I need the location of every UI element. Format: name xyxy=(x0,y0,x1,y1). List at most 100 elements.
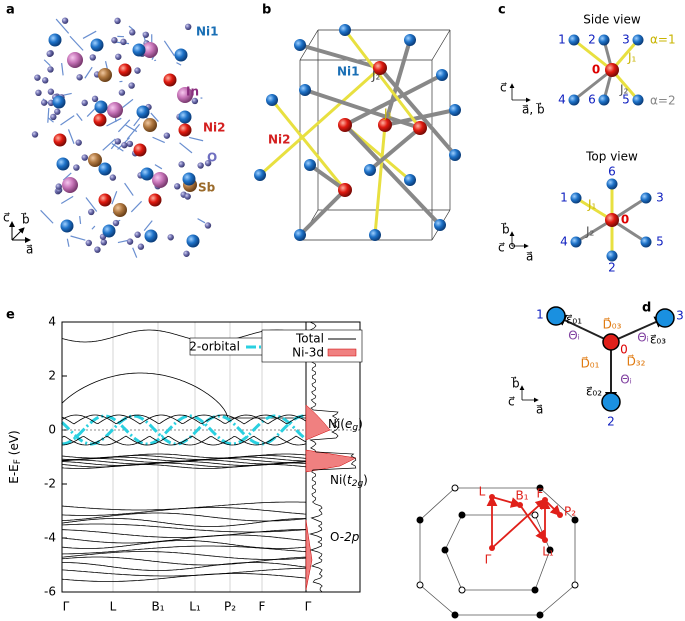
bond xyxy=(84,66,93,79)
bond xyxy=(69,35,84,51)
bond xyxy=(378,66,457,157)
label-part: g xyxy=(352,423,358,433)
atom xyxy=(174,48,188,62)
bz-edge xyxy=(539,584,576,616)
bond xyxy=(575,218,613,244)
atom xyxy=(94,246,101,253)
bond xyxy=(575,196,613,222)
x-tick-label: L xyxy=(110,600,117,614)
site-label: 0 xyxy=(621,213,629,227)
bond xyxy=(143,220,153,231)
band xyxy=(61,512,307,522)
annotation: Ni(t2g) xyxy=(330,473,368,489)
y-tick-label: 4 xyxy=(48,315,56,329)
k-label: L₁ xyxy=(542,545,554,559)
atom-label: Ni1 xyxy=(337,65,360,79)
bond xyxy=(124,182,134,196)
bz-vertex xyxy=(571,516,579,524)
atom xyxy=(436,69,448,81)
dos-ni3d xyxy=(305,404,357,591)
atom xyxy=(184,193,191,200)
k-point xyxy=(557,512,563,518)
atom xyxy=(47,88,55,95)
site-label: 3 xyxy=(676,309,684,323)
y-tick-label: 0 xyxy=(48,423,56,437)
atom-label: Sb xyxy=(198,181,216,195)
bz-vertex xyxy=(531,511,539,519)
site-label: 5 xyxy=(656,235,664,249)
bond xyxy=(85,197,98,212)
atom xyxy=(570,192,582,204)
band xyxy=(61,414,307,425)
bond xyxy=(102,138,116,151)
atom xyxy=(112,219,120,227)
atom xyxy=(378,118,392,132)
bond xyxy=(179,142,193,154)
band xyxy=(61,545,307,555)
site-label: 2 xyxy=(608,261,616,275)
dos-total xyxy=(306,321,357,593)
axis-label: a⃗ xyxy=(526,250,533,264)
atom xyxy=(115,53,122,60)
atom xyxy=(294,39,306,51)
atom xyxy=(50,113,57,121)
bond xyxy=(299,29,319,61)
bond xyxy=(126,123,141,140)
atom xyxy=(107,102,123,118)
bond xyxy=(343,29,422,129)
atom xyxy=(132,43,146,57)
axis-label: b⃗ xyxy=(21,212,30,226)
atom xyxy=(640,192,652,204)
atom xyxy=(88,208,95,216)
y-tick-label: 2 xyxy=(48,369,56,383)
atom xyxy=(90,38,104,52)
atom xyxy=(120,38,127,46)
bond xyxy=(47,107,50,123)
bz-edge xyxy=(444,514,463,551)
atom xyxy=(62,177,78,193)
bond xyxy=(111,191,118,205)
bond xyxy=(152,136,165,144)
site-label: 6 xyxy=(588,93,596,107)
vector-label: ε⃗₀₂ xyxy=(586,385,602,399)
atom xyxy=(449,104,461,116)
atom xyxy=(434,219,446,231)
k-label: B₁ xyxy=(515,489,528,503)
atom xyxy=(191,97,199,105)
axis-label: c⃗ xyxy=(3,211,10,225)
vector-label: D⃗₀₁ xyxy=(581,356,600,370)
site-label: 0 xyxy=(592,63,600,77)
atom xyxy=(55,183,62,190)
bz-vertex xyxy=(458,511,466,519)
structure-drawings xyxy=(31,17,675,412)
atom-label: Ni1 xyxy=(196,25,219,39)
axis-label: a⃗ xyxy=(536,403,543,417)
bond xyxy=(55,18,70,34)
atom xyxy=(632,94,644,106)
bond xyxy=(125,124,138,133)
bond xyxy=(82,30,97,39)
atom xyxy=(73,164,80,171)
bond xyxy=(431,29,451,61)
atom xyxy=(52,95,66,109)
atom xyxy=(197,162,204,169)
coupling-label: J₂ xyxy=(619,83,629,97)
atom xyxy=(338,118,352,132)
atom xyxy=(85,239,92,247)
atom xyxy=(53,133,67,147)
legend-label: Ni-3d xyxy=(292,346,324,360)
panel-label: d xyxy=(642,301,651,316)
atom xyxy=(93,113,107,127)
bond xyxy=(76,113,83,122)
site-label: 6 xyxy=(608,165,616,179)
atom xyxy=(598,34,610,46)
bond xyxy=(133,117,141,127)
atom xyxy=(34,74,41,81)
atom xyxy=(598,94,610,106)
k-label: L xyxy=(479,485,486,499)
axis-label: a⃗, b⃗ xyxy=(522,102,545,116)
atom xyxy=(40,99,48,106)
k-point xyxy=(489,545,495,551)
bond xyxy=(259,66,381,177)
vector-label: ε⃗₀₁ xyxy=(566,313,582,327)
